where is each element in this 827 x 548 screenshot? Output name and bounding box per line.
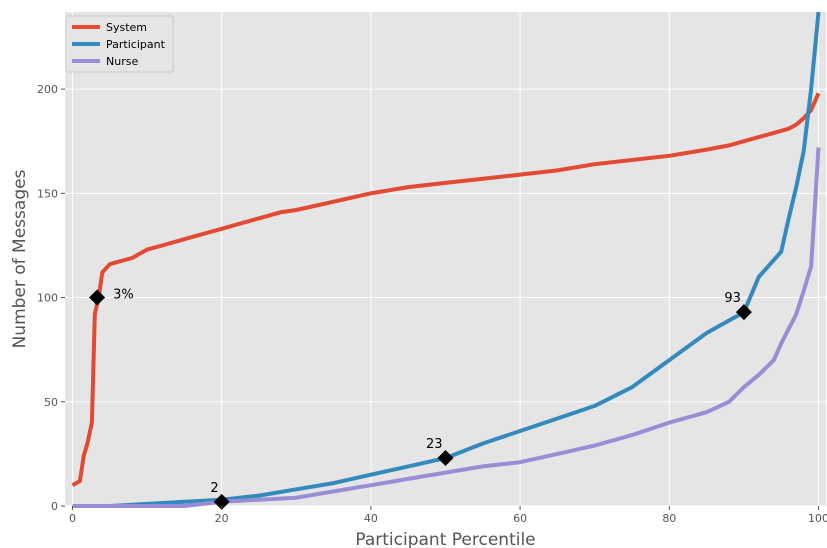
series-line-system xyxy=(71,92,821,487)
x-tick-label: 0 xyxy=(69,512,76,525)
annotation-label: 23 xyxy=(426,437,443,452)
series-line-nurse xyxy=(72,147,821,508)
x-axis-title: Participant Percentile xyxy=(355,530,535,548)
y-tick-label: 150 xyxy=(37,187,58,200)
y-tick-label: 100 xyxy=(37,292,58,305)
annotation-marker xyxy=(213,493,230,510)
annotation-markers: 3% 2 23 93 xyxy=(89,288,752,510)
legend-label-participant: Participant xyxy=(106,38,166,51)
legend-box xyxy=(65,15,174,73)
plot-background xyxy=(65,12,826,506)
annotation-marker xyxy=(735,304,752,321)
legend-label-nurse: Nurse xyxy=(106,55,138,68)
x-tick-label: 40 xyxy=(364,512,378,525)
annotation-marker xyxy=(437,450,454,467)
y-tick-label: 200 xyxy=(37,83,58,96)
axis-ticks: 0 20 40 60 80 100 0 50 100 150 200 xyxy=(37,83,827,525)
x-tick-label: 60 xyxy=(513,512,527,525)
annotation-label: 2 xyxy=(210,481,218,496)
legend: System Participant Nurse xyxy=(65,15,174,73)
y-tick-label: 0 xyxy=(51,500,58,513)
series-lines xyxy=(71,11,821,508)
annotation-marker xyxy=(89,289,106,306)
x-tick-label: 20 xyxy=(215,512,229,525)
annotation-label: 3% xyxy=(113,288,134,303)
legend-label-system: System xyxy=(106,21,147,34)
annotation-label: 93 xyxy=(724,291,741,306)
y-tick-label: 50 xyxy=(44,396,58,409)
series-line-participant xyxy=(72,11,821,508)
x-tick-label: 100 xyxy=(808,512,827,525)
y-axis-title: Number of Messages xyxy=(10,169,30,348)
x-tick-label: 80 xyxy=(662,512,676,525)
